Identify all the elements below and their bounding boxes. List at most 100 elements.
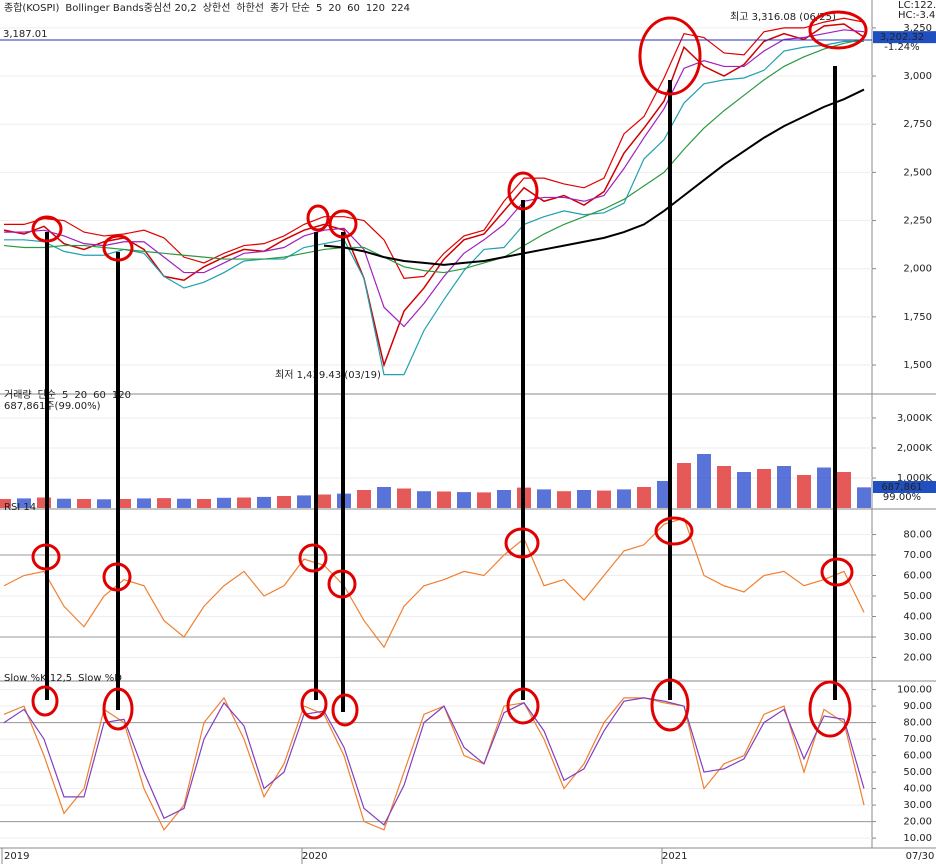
legend-label: 60 [93,390,106,401]
volume-bar [217,497,231,508]
volume-bar [417,491,431,508]
volume-bar [717,466,731,508]
volume-bar [737,472,751,508]
high-label: 최고 3,316.08 (06/25) [730,11,836,23]
y-tick-label: 10.00 [903,833,932,844]
series-line [4,40,864,376]
value-badge [873,481,936,493]
volume-bar [137,498,151,508]
y-tick-label: 20.00 [903,817,932,828]
volume-bar [397,488,411,508]
highlight-circle [102,562,132,592]
volume-bar [437,491,451,508]
legend-label: RSI 14 [4,502,36,513]
right-label: 3,202.32 [880,32,925,43]
legend-label: 거래량 [4,389,32,401]
y-tick-label: 30.00 [903,800,932,811]
volume-bar [597,490,611,508]
legend-label: 20 [74,390,87,401]
volume-bar [237,497,251,508]
volume-bar [677,463,691,508]
legend-label: 20 [328,3,341,14]
highlight-circle [298,543,328,573]
y-tick-label: 40.00 [903,784,932,795]
highlight-circle [504,527,540,559]
highlight-circle [102,687,134,731]
volume-bar [357,490,371,508]
legend-label: Slow %D [78,673,122,684]
corner-label: HC:-3.43 [898,10,936,21]
highlight-circle [808,10,868,50]
x-tick-label: 2020 [302,851,327,862]
highlight-circle [654,516,694,546]
series-line [3,696,865,831]
volume-bar [817,467,831,508]
y-tick-label: 80.00 [903,530,932,541]
legend-label: 하한선 [236,1,264,14]
highlight-circle [102,234,134,262]
volume-bar [857,487,871,508]
reference-label: 3,187.01 [3,29,48,40]
series-line [3,697,865,826]
highlight-circle [31,215,63,243]
volume-bar [257,496,271,508]
legend-label: 224 [391,3,410,14]
right-label: 687,861 [881,482,922,493]
series-line [4,29,865,328]
y-tick-label: 2,750 [903,119,932,130]
highlight-circle [638,16,702,96]
y-tick-label: 80.00 [903,718,932,729]
y-tick-label: 2,000 [903,264,932,275]
annotations [31,10,868,738]
volume-bar [37,497,51,508]
volume-bar [557,491,571,508]
volume-bar [457,492,471,508]
highlight-circle [506,687,540,725]
highlight-circle [820,557,854,587]
series-line [3,23,865,368]
volume-bar [637,487,651,508]
y-tick-label: 60.00 [903,571,932,582]
volume-bar [777,466,791,508]
legend-label: Bollinger Bands중심선 20,2 [65,2,196,14]
right-label: 99.00% [883,492,921,503]
legend-label: 5 [316,3,322,14]
legend-label: 120 [366,3,385,14]
y-tick-label: 30.00 [903,632,932,643]
legend-label: Slow %K 12,5 [4,673,72,684]
volume-bar [797,475,811,508]
volume-bar [657,481,671,508]
volume-bar [97,499,111,508]
x-tick-label: 2021 [662,851,687,862]
volume-bar [197,499,211,508]
y-tick-label: 20.00 [903,652,932,663]
x-tick-label: 2019 [4,851,29,862]
y-tick-label: 50.00 [903,767,932,778]
highlight-circle [328,209,358,239]
highlight-circle [327,569,357,599]
volume-bar [577,490,591,508]
volume-bar [317,494,331,508]
right-label: -1.24% [884,42,919,53]
volume-bar [617,489,631,508]
volume-bar [177,498,191,508]
volume-bar [77,499,91,508]
volume-bar [377,487,391,508]
y-tick-label: 2,000K [897,443,933,454]
legend-label: 120 [112,390,131,401]
legend-label: 종가 단순 [270,2,310,14]
volume-bar [117,499,131,508]
legend-label: 60 [347,3,360,14]
volume-bar [497,490,511,508]
volume-bar [297,495,311,508]
legend-label: 5 [62,390,68,401]
volume-bar [17,498,31,508]
volume-bar [757,469,771,508]
volume-bar [477,492,491,508]
highlight-circle [808,680,852,738]
highlight-circle [31,543,61,571]
legend-label: 종합(KOSPI) [4,2,60,14]
low-label: 최저 1,439.43 (03/19) [275,369,381,381]
